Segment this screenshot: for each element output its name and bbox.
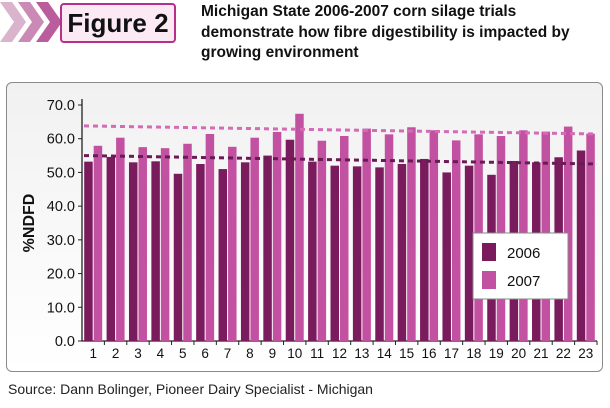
bar-2007 [340,136,349,341]
x-tick-label: 5 [179,346,187,361]
chart-headline: Michigan State 2006-2007 corn silage tri… [201,3,570,61]
bar-2007 [160,148,170,341]
bar-2007 [407,127,416,341]
y-tick-label: 10.0 [47,300,75,316]
y-tick-label: 60.0 [47,132,75,148]
bar-2006 [576,150,586,341]
bar-2007 [272,131,282,341]
x-tick-label: 22 [556,346,571,361]
bar-2007 [205,133,215,341]
x-tick-label: 6 [201,346,209,361]
bar-2006 [420,158,429,341]
x-tick-label: 19 [489,346,504,361]
bar-2006 [397,164,407,341]
y-tick-label: 0.0 [55,334,75,350]
bar-2006 [218,169,228,341]
bar-2006 [240,162,250,341]
legend-label-2007: 2007 [507,273,540,290]
legend-swatch-2007 [482,271,496,289]
x-tick-label: 17 [444,346,459,361]
chart-panel: 0.0 10.0 20.0 30.0 40.0 50.0 60.0 70.0 %NDFD 1 2 3 4… [6,82,603,372]
y-tick-label: 50.0 [47,165,75,181]
y-tick-label: 70.0 [47,98,75,114]
bar-2006 [308,161,317,341]
bar-2007 [586,133,595,341]
bar-2007 [295,113,304,341]
bar-2006 [196,164,205,341]
y-tick-label: 20.0 [47,267,75,283]
bar-2006 [151,161,160,341]
bar-2007 [228,146,237,341]
bar-2007 [384,134,394,341]
x-tick-label: 14 [377,346,393,361]
x-tick-label: 3 [134,346,142,361]
bar-2007 [183,143,192,341]
x-tick-label: 23 [578,346,593,361]
x-tick-label: 12 [332,346,347,361]
bar-2006 [285,139,295,341]
bar-2007 [362,128,371,341]
y-axis-title: %NDFD [21,194,38,253]
x-tick-label: 15 [399,346,414,361]
bar-2006 [173,173,183,341]
x-tick-label: 2 [112,346,120,361]
bar-2007 [429,130,439,341]
x-tick-label: 7 [224,346,232,361]
x-tick-label: 13 [354,346,369,361]
bar-2007 [93,145,103,341]
bar-2006 [330,165,339,341]
legend-swatch-2006 [482,243,496,261]
x-tick-label: 16 [422,346,437,361]
x-tick-label: 18 [466,346,481,361]
x-tick-label: 9 [269,346,277,361]
x-tick-label: 20 [511,346,526,361]
legend-label-2006: 2006 [507,245,540,262]
trendline-2006 [83,154,598,166]
bar-2007 [250,137,259,341]
y-tick-label: 30.0 [47,233,75,249]
x-tick-label: 11 [310,346,324,361]
x-tick-label: 10 [287,346,302,361]
bar-2007 [451,140,461,341]
source-note: Source: Dann Bolinger, Pioneer Dairy Spe… [8,381,373,397]
x-tick-label: 8 [246,346,254,361]
bar-2007 [138,147,147,341]
x-tick-label: 1 [89,346,97,361]
chevron-arrows-icon [0,2,62,42]
bar-2006 [464,165,474,341]
bar-2006 [128,162,138,341]
bar-2006 [84,161,93,341]
y-tick-label: 40.0 [47,199,75,215]
x-tick-label: 21 [534,346,549,361]
bar-2007 [317,140,327,341]
bar-2006 [106,156,116,341]
bar-2006 [352,166,362,341]
bar-2006 [442,172,451,341]
bar-2006 [263,155,272,341]
figure-label: Figure 2 [60,3,176,43]
trendline-2007 [83,124,598,136]
bar-2006 [375,167,384,341]
x-tick-label: 4 [157,346,165,361]
bar-2007 [116,137,125,341]
